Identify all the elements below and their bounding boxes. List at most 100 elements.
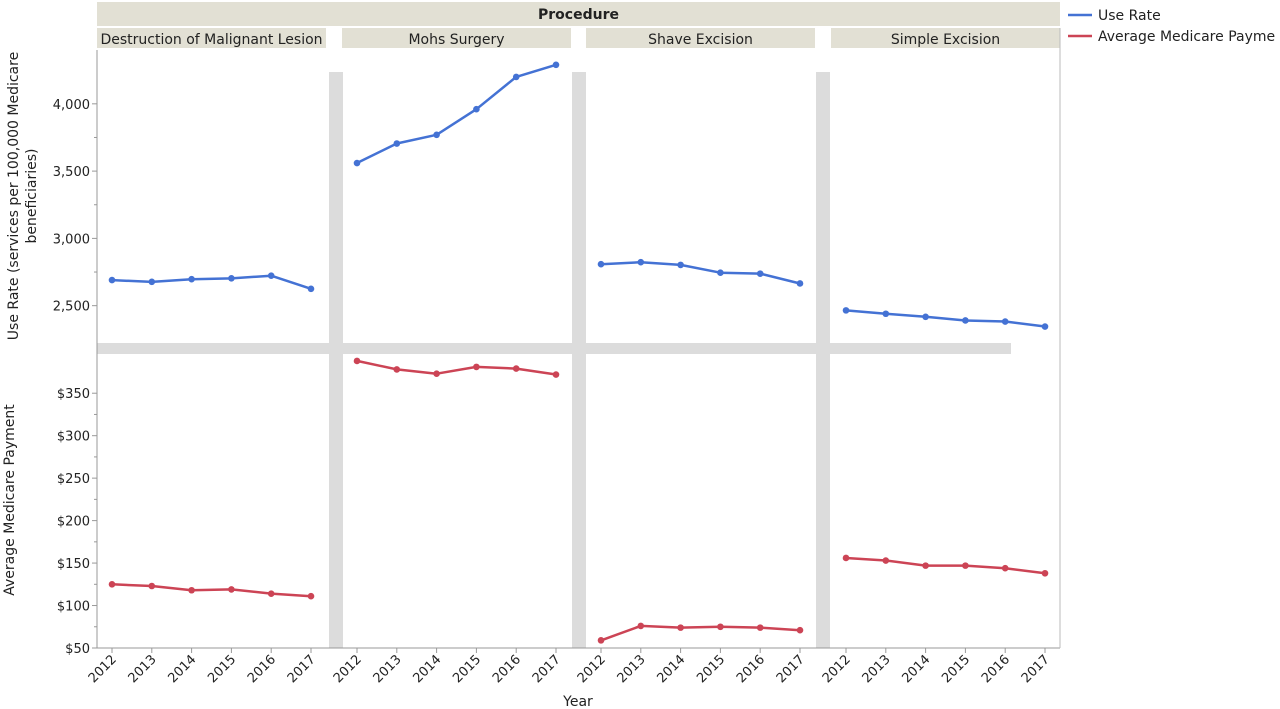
point-pay-p4-2016: [1001, 564, 1009, 572]
ytick-label-pay-2: $150: [57, 557, 90, 572]
point-pay-p2-2013: [393, 366, 401, 373]
xtick-label-p4-1: 2013: [860, 652, 894, 686]
strip-2: [342, 28, 571, 48]
point-pay-p4-2012: [842, 554, 850, 562]
point-pay-p3-2017: [796, 626, 804, 634]
point-pay-p4-2015: [962, 562, 969, 569]
axes: 2,500 3,000 3,500 4,000 $50 $100 $150 $200 $250 $…: [2, 28, 1061, 709]
ytick-label-pay-5: $300: [57, 430, 90, 445]
panel-title-1: Destruction of Malignant Lesion: [100, 32, 322, 48]
xtick-label-p2-5: 2017: [530, 652, 564, 686]
panel-backgrounds: [97, 72, 1011, 648]
xtick-label-p1-5: 2017: [285, 652, 319, 686]
point-pay-p4-2017: [1041, 569, 1049, 577]
series-lines: [108, 61, 1049, 644]
point-use-p3-2014: [677, 261, 684, 269]
panel-gap-3: [816, 72, 830, 648]
ylabel-use-line-1: Use Rate (services per 100,000 Medicare: [6, 52, 22, 340]
panel-title-3: Shave Excision: [648, 32, 753, 48]
point-use-p2-2015: [473, 105, 480, 113]
legend-label-1: Use Rate: [1098, 8, 1161, 24]
ytick-label-use-3: 4,000: [53, 98, 90, 113]
point-use-p4-2012: [842, 307, 850, 314]
xtick-label-p4-5: 2017: [1019, 652, 1053, 686]
strip-3: [586, 28, 815, 48]
point-use-p1-2017: [307, 285, 315, 293]
xtick-label-p1-2: 2014: [165, 652, 199, 686]
ytick-label-pay-0: $50: [65, 642, 90, 657]
xtick-label-p3-4: 2016: [734, 652, 768, 686]
panel-gap-1: [329, 72, 343, 648]
point-pay-p3-2016: [756, 624, 764, 631]
point-use-p4-2014: [922, 313, 929, 321]
point-pay-p3-2012: [597, 637, 605, 644]
ytick-label-pay-6: $350: [57, 387, 90, 402]
point-pay-p1-2014: [188, 586, 195, 594]
point-use-p2-2016: [512, 73, 520, 81]
point-pay-p3-2015: [717, 623, 724, 631]
xtick-label-p1-0: 2012: [86, 652, 120, 686]
series-line-pay-p2: [356, 359, 557, 376]
ylabel-pay: Average Medicare Payment: [2, 404, 18, 596]
point-use-p2-2017: [552, 61, 560, 69]
series-line-pay-p3: [600, 624, 801, 642]
point-use-p3-2012: [597, 260, 605, 268]
point-pay-p3-2014: [677, 624, 684, 631]
point-pay-p2-2012: [353, 357, 361, 365]
ytick-label-use-1: 3,000: [53, 232, 90, 247]
strip-4: [831, 28, 1060, 48]
facet-header-title: Procedure: [538, 7, 619, 23]
xtick-label-p1-1: 2013: [126, 652, 160, 686]
xtick-label-p3-0: 2012: [575, 652, 609, 686]
point-pay-p2-2014: [433, 370, 440, 377]
panel-strips: Destruction of Malignant Lesion Mohs Surg…: [97, 28, 1060, 48]
point-pay-p1-2017: [307, 592, 315, 600]
xtick-label-p4-0: 2012: [820, 652, 854, 686]
xtick-label-p4-4: 2016: [979, 652, 1013, 686]
series-line-pay-p1: [111, 583, 312, 598]
point-pay-p1-2016: [267, 590, 275, 597]
ytick-label-use-0: 2,500: [53, 300, 90, 315]
xtick-label-p2-0: 2012: [331, 652, 365, 686]
xtick-label-p2-1: 2013: [371, 652, 405, 686]
series-line-use-p3: [600, 260, 801, 285]
point-pay-p4-2013: [882, 557, 890, 564]
series-line-pay-p4: [845, 556, 1046, 575]
xlabel: Year: [562, 694, 593, 709]
xtick-label-p3-5: 2017: [774, 652, 808, 686]
xtick-label-p2-2: 2014: [410, 652, 444, 686]
point-pay-p1-2013: [148, 582, 156, 590]
xtick-label-p4-3: 2015: [939, 652, 973, 686]
point-use-p3-2016: [756, 270, 764, 277]
point-use-p4-2015: [962, 317, 969, 324]
ytick-label-pay-4: $250: [57, 472, 90, 487]
ytick-label-use-2: 3,500: [53, 165, 90, 180]
xtick-label-p1-4: 2016: [245, 652, 279, 686]
point-use-p1-2015: [228, 275, 235, 282]
series-line-use-p4: [845, 309, 1046, 328]
point-use-p4-2017: [1041, 323, 1049, 330]
point-pay-p1-2012: [108, 581, 116, 588]
point-use-p1-2016: [267, 272, 275, 279]
ylabel-use-line-2: beneficiaries): [24, 149, 40, 244]
xtick-label-p3-3: 2015: [694, 652, 728, 686]
point-pay-p2-2015: [473, 363, 480, 371]
strip-1: [97, 28, 326, 48]
xtick-label-p1-3: 2015: [205, 652, 239, 686]
point-use-p1-2014: [188, 275, 195, 283]
facet-header: Procedure: [97, 2, 1060, 26]
row-gap: [97, 343, 1011, 354]
point-pay-p2-2017: [552, 371, 560, 378]
point-use-p4-2013: [882, 310, 890, 318]
legend-label-2: Average Medicare Payme: [1098, 29, 1275, 45]
point-use-p2-2014: [433, 131, 440, 139]
ytick-label-pay-1: $100: [57, 600, 90, 615]
point-use-p2-2012: [353, 159, 361, 167]
panel-title-4: Simple Excision: [891, 32, 1000, 48]
point-pay-p4-2014: [922, 562, 929, 569]
panel-title-2: Mohs Surgery: [408, 32, 504, 48]
point-use-p3-2013: [637, 258, 645, 266]
xtick-label-p2-3: 2015: [450, 652, 484, 686]
point-pay-p1-2015: [228, 586, 235, 593]
